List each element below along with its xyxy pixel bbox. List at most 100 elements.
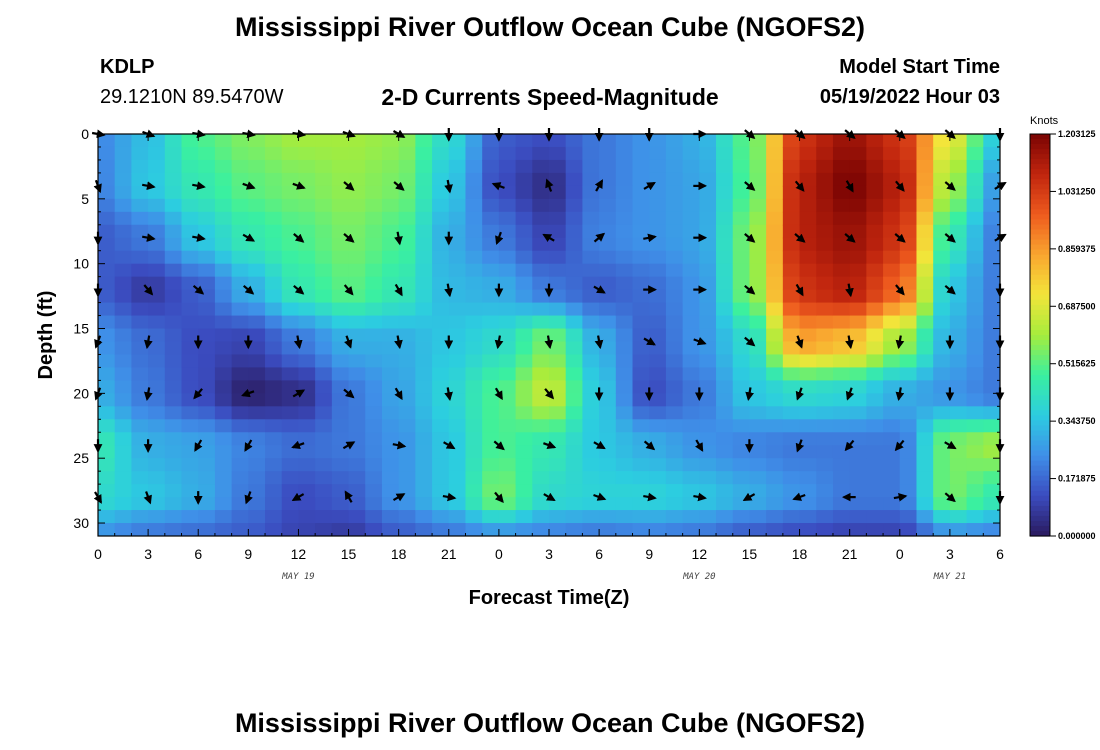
heatmap-cell	[381, 302, 400, 317]
heatmap-cell	[515, 211, 533, 226]
heatmap-cell	[916, 406, 934, 420]
heatmap-cell	[899, 445, 918, 459]
heatmap-cell	[549, 510, 567, 524]
heatmap-cell	[281, 263, 300, 278]
heatmap-cell	[933, 302, 951, 317]
heatmap-cell	[532, 263, 550, 278]
heatmap-cell	[515, 419, 533, 433]
heatmap-cell	[749, 471, 767, 485]
heatmap-cell	[766, 497, 784, 511]
colorbar-band	[1030, 530, 1050, 537]
heatmap-cell	[816, 458, 834, 472]
heatmap-cell	[966, 406, 984, 420]
colorbar-band	[1030, 159, 1050, 165]
heatmap-cell	[816, 497, 834, 511]
heatmap-cell	[465, 510, 483, 524]
heatmap-cell	[465, 419, 483, 433]
heatmap-cell	[114, 497, 132, 511]
heatmap-cell	[398, 302, 416, 317]
heatmap-cell	[448, 406, 467, 420]
heatmap-cell	[381, 289, 400, 304]
heatmap-cell	[482, 250, 500, 265]
heatmap-cell	[498, 484, 517, 498]
heatmap-cell	[665, 237, 684, 252]
colorbar-tick-label: 0.687500	[1058, 301, 1096, 311]
heatmap-cell	[549, 380, 567, 394]
heatmap-cell	[866, 315, 884, 330]
heatmap-cell	[582, 263, 600, 278]
heatmap-cell	[231, 406, 249, 420]
heatmap-cell	[515, 198, 533, 213]
current-vector-arrow	[744, 233, 756, 243]
heatmap-cell	[164, 406, 183, 420]
heatmap-cell	[682, 211, 700, 226]
heatmap-cell	[966, 146, 984, 161]
heatmap-cell	[315, 471, 333, 485]
heatmap-cell	[749, 510, 767, 524]
heatmap-cell	[866, 380, 884, 394]
heatmap-cell	[532, 432, 550, 446]
heatmap-cell	[832, 458, 851, 472]
heatmap-cell	[849, 250, 867, 265]
heatmap-cell	[949, 198, 968, 213]
heatmap-cell	[198, 406, 216, 420]
colorbar-band	[1030, 475, 1050, 482]
heatmap-cell	[214, 159, 233, 174]
heatmap-cell	[883, 523, 901, 536]
colorbar-band	[1030, 460, 1050, 467]
heatmap-cell	[465, 224, 483, 239]
heatmap-cell	[131, 484, 149, 498]
heatmap-cell	[498, 471, 517, 485]
date-label: MAY 21	[933, 572, 967, 582]
heatmap-cell	[916, 276, 934, 291]
colorbar-tick-label: 0.859375	[1058, 244, 1096, 254]
heatmap-cell	[983, 263, 1000, 278]
colorbar-band	[1030, 520, 1050, 527]
heatmap-cell	[415, 354, 433, 369]
heatmap-cell	[849, 328, 867, 343]
heatmap-cell	[699, 224, 717, 239]
heatmap-cell	[164, 315, 183, 330]
heatmap-cell	[716, 510, 734, 524]
heatmap-cell	[732, 484, 751, 498]
heatmap-cell	[582, 289, 600, 304]
heatmap-cell	[699, 302, 717, 317]
heatmap-cell	[315, 315, 333, 330]
heatmap-cell	[181, 172, 199, 187]
colorbar-band	[1030, 420, 1050, 427]
heatmap-cell	[448, 198, 467, 213]
heatmap-cell	[315, 146, 333, 161]
heatmap-cell	[432, 497, 450, 511]
heatmap-cell	[732, 198, 751, 213]
heatmap-cell	[465, 393, 483, 407]
heatmap-cell	[732, 406, 751, 420]
heatmap-cell	[381, 224, 400, 239]
heatmap-cell	[131, 432, 149, 446]
heatmap-cell	[799, 406, 817, 420]
heatmap-cell	[498, 315, 517, 330]
heatmap-cell	[615, 224, 634, 239]
heatmap-cell	[415, 224, 433, 239]
current-vector-arrow	[444, 387, 453, 402]
heatmap-cell	[699, 354, 717, 369]
heatmap-cell	[365, 497, 383, 511]
heatmap-cell	[432, 510, 450, 524]
colorbar-band	[1030, 149, 1050, 155]
heatmap-cell	[532, 510, 550, 524]
heatmap-cell	[515, 315, 533, 330]
colorbar-band	[1030, 510, 1050, 517]
heatmap-cell	[565, 302, 583, 317]
heatmap-cell	[181, 341, 199, 356]
heatmap-cell	[148, 510, 166, 524]
heatmap-cell	[348, 380, 366, 394]
heatmap-cell	[248, 315, 266, 330]
heatmap-cell	[248, 354, 266, 369]
heatmap-cell	[365, 328, 383, 343]
heatmap-cell	[782, 341, 801, 356]
heatmap-cell	[799, 432, 817, 446]
heatmap-cell	[549, 289, 567, 304]
heatmap-cell	[916, 445, 934, 459]
heatmap-cell	[415, 263, 433, 278]
heatmap-cell	[832, 250, 851, 265]
heatmap-cell	[649, 263, 667, 278]
